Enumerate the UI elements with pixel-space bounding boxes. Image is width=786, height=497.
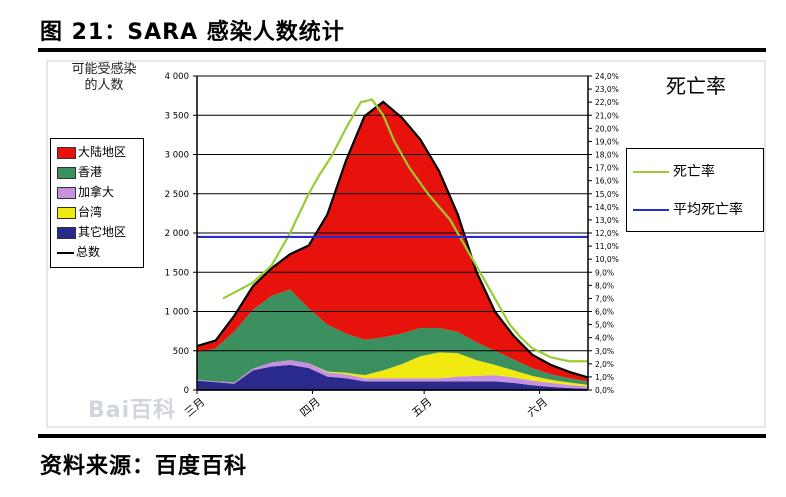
chart-panel: 0 500 1 000 1 500 2 000 2 500 3 000 3 500 4 000 0… [46, 60, 766, 428]
legend-item-canada: 加拿大 [57, 185, 114, 199]
left-tick-label-2: 1 000 [165, 308, 189, 318]
legend-item-taiwan: 台湾 [57, 205, 102, 219]
legend-item-death-rate: 死亡率 [633, 161, 715, 181]
left-axis-title-line1: 可能受感染 [71, 62, 137, 77]
right-tick-label-18: 18,0% [595, 151, 619, 160]
legend-label-taiwan: 台湾 [78, 205, 103, 219]
right-tick-label-13: 13,0% [595, 216, 619, 225]
legend-label-mainland: 大陆地区 [78, 145, 127, 159]
legend-item-total: 总数 [57, 245, 100, 259]
right-tick-label-11: 11,0% [595, 242, 619, 251]
left-axis-title: 可能受感染 的人数 [44, 62, 164, 94]
legend-line-death-rate [633, 171, 669, 173]
left-tick-label-0: 0 [184, 386, 189, 396]
right-tick-label-5: 5,0% [595, 321, 614, 330]
left-axis-title-line2: 的人数 [84, 78, 124, 93]
legend-label-others: 其它地区 [78, 225, 127, 239]
legend-line-total [57, 251, 74, 254]
legend-label-canada: 加拿大 [78, 185, 115, 199]
legend-line-avg-death-rate [633, 209, 669, 211]
legend-left: 大陆地区 香港 加拿大 台湾 其它地区 总数 [50, 138, 144, 268]
source-text: 资料来源：百度百科 [40, 454, 248, 479]
right-tick-label-0: 0,0% [595, 386, 614, 395]
legend-label-avg-death-rate: 平均死亡率 [673, 202, 743, 218]
right-tick-label-7: 7,0% [595, 294, 614, 303]
right-tick-label-9: 9,0% [595, 268, 614, 277]
right-tick-label-24: 24,0% [595, 72, 619, 81]
legend-item-hongkong: 香港 [57, 165, 102, 179]
area-台湾 [197, 352, 588, 387]
right-tick-label-15: 15,0% [595, 190, 619, 199]
death-rate-line [222, 98, 588, 363]
right-tick-label-3: 3,0% [595, 347, 614, 356]
left-tick-label-7: 3 500 [165, 111, 189, 121]
chart-svg: 0 500 1 000 1 500 2 000 2 500 3 000 3 500 4 000 0… [46, 60, 766, 428]
legend-swatch-hongkong [57, 166, 76, 179]
legend-item-avg-death-rate: 平均死亡率 [633, 199, 743, 219]
right-tick-label-23: 23,0% [595, 85, 619, 94]
legend-swatch-taiwan [57, 206, 76, 219]
legend-right: 死亡率 平均死亡率 [626, 148, 764, 232]
bottom-rule [38, 434, 766, 438]
right-tick-label-12: 12,0% [595, 229, 619, 238]
legend-label-death-rate: 死亡率 [673, 164, 715, 180]
total-line [196, 100, 589, 379]
right-tick-label-8: 8,0% [595, 281, 614, 290]
legend-swatch-others [57, 226, 76, 239]
right-tick-label-14: 14,0% [595, 203, 619, 212]
area-加拿大 [197, 360, 588, 389]
right-tick-label-22: 22,0% [595, 98, 619, 107]
right-tick-label-16: 16,0% [595, 177, 619, 186]
right-tick-label-10: 10,0% [595, 255, 619, 264]
left-tick-label-1: 500 [173, 347, 189, 357]
right-tick-label-21: 21,0% [595, 111, 619, 120]
left-tick-label-6: 3 000 [165, 151, 189, 161]
left-tick-label-8: 4 000 [165, 72, 189, 82]
right-tick-label-6: 6,0% [595, 308, 614, 317]
right-tick-label-20: 20,0% [595, 124, 619, 133]
legend-label-hongkong: 香港 [78, 165, 103, 179]
right-tick-label-19: 19,0% [595, 137, 619, 146]
right-tick-label-17: 17,0% [595, 164, 619, 173]
legend-swatch-mainland [57, 146, 76, 159]
watermark-logo: Bai百科 [88, 398, 177, 423]
right-tick-label-4: 4,0% [595, 334, 614, 343]
left-tick-label-5: 2 500 [165, 190, 189, 200]
legend-item-others: 其它地区 [57, 225, 126, 239]
right-tick-label-1: 1,0% [595, 373, 614, 382]
legend-item-mainland: 大陆地区 [57, 145, 126, 159]
area-其它地区 [197, 364, 588, 390]
top-rule [38, 48, 766, 52]
right-tick-label-2: 2,0% [595, 360, 614, 369]
legend-swatch-canada [57, 186, 76, 199]
right-axis-title: 死亡率 [666, 74, 726, 98]
area-香港 [197, 289, 588, 385]
left-tick-label-3: 1 500 [165, 268, 189, 278]
left-tick-label-4: 2 000 [165, 229, 189, 239]
figure-title: 图 21：SARA 感染人数统计 [40, 20, 345, 45]
legend-label-total: 总数 [76, 245, 101, 259]
